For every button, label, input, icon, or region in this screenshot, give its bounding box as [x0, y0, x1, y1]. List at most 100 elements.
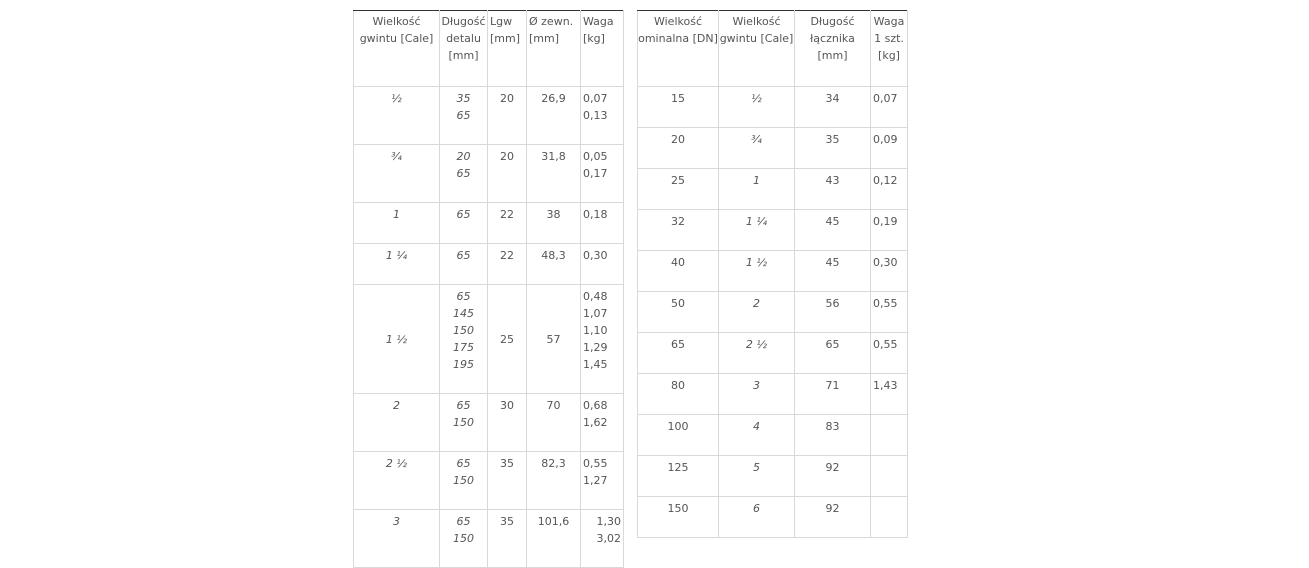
cell-detail-length: 65	[439, 243, 488, 285]
cell-outer-diameter: 48,3	[526, 243, 581, 285]
table-row: 150 6 92	[637, 496, 908, 538]
cell-connector-length: 45	[794, 250, 871, 292]
cell-connector-length: 92	[794, 496, 871, 538]
col-header-thread-size: Wielkość gwintu [Cale]	[718, 10, 795, 87]
table-header-row: Wielkość ominalna [DN] Wielkość gwintu […	[637, 10, 908, 87]
cell-lgw: 30	[487, 393, 527, 452]
weight-value: 0,18	[583, 208, 608, 221]
cell-nominal-size: 150	[637, 496, 719, 538]
cell-detail-length: 65 145 150 175 195	[439, 284, 488, 394]
cell-thread-size: ½	[718, 86, 795, 128]
cell-unit-weight	[870, 496, 908, 538]
cell-thread-size: 2 ½	[718, 332, 795, 374]
length-value: 65	[456, 208, 471, 221]
table-row: 100 4 83	[637, 414, 908, 456]
col-header-nominal-size: Wielkość ominalna [DN]	[637, 10, 719, 87]
cell-outer-diameter: 38	[526, 202, 581, 244]
cell-connector-length: 92	[794, 455, 871, 497]
cell-connector-length: 35	[794, 127, 871, 169]
cell-outer-diameter: 31,8	[526, 144, 581, 203]
length-value: 195	[453, 358, 474, 371]
cell-nominal-size: 80	[637, 373, 719, 415]
cell-outer-diameter: 82,3	[526, 451, 581, 510]
cell-nominal-size: 125	[637, 455, 719, 497]
weight-value: 0,07	[583, 92, 608, 105]
cell-thread-size: ½	[353, 86, 440, 145]
length-value: 65	[456, 290, 471, 303]
col-header-connector-length: Długość łącznika [mm]	[794, 10, 871, 87]
cell-thread-size: 1	[718, 168, 795, 210]
cell-weight: 0,68 1,62	[580, 393, 624, 452]
col-header-unit-weight: Waga 1 szt. [kg]	[870, 10, 908, 87]
cell-outer-diameter: 26,9	[526, 86, 581, 145]
cell-weight: 0,07 0,13	[580, 86, 624, 145]
length-value: 65	[456, 249, 471, 262]
length-value: 150	[453, 532, 474, 545]
col-header-lgw: Lgw [mm]	[487, 10, 527, 87]
cell-nominal-size: 20	[637, 127, 719, 169]
cell-lgw: 25	[487, 284, 527, 394]
cell-thread-size: 2	[353, 393, 440, 452]
fitting-dimensions-table: Wielkość gwintu [Cale] Długość detalu [m…	[353, 10, 624, 568]
table-row: ½ 35 65 20 26,9 0,07 0,13	[353, 86, 624, 145]
cell-unit-weight: 1,43	[870, 373, 908, 415]
length-value: 150	[453, 416, 474, 429]
cell-detail-length: 65 150	[439, 393, 488, 452]
table-row: 1 ¼ 65 22 48,3 0,30	[353, 243, 624, 285]
cell-connector-length: 71	[794, 373, 871, 415]
cell-unit-weight: 0,12	[870, 168, 908, 210]
cell-thread-size: 2	[718, 291, 795, 333]
weight-value: 1,30	[596, 515, 622, 528]
cell-thread-size: 1 ½	[718, 250, 795, 292]
cell-lgw: 35	[487, 451, 527, 510]
cell-lgw: 22	[487, 202, 527, 244]
length-value: 65	[456, 457, 471, 470]
cell-unit-weight: 0,07	[870, 86, 908, 128]
cell-weight: 0,18	[580, 202, 624, 244]
weight-value: 1,07	[583, 307, 608, 320]
cell-weight: 0,55 1,27	[580, 451, 624, 510]
table-row: 20 ¾ 35 0,09	[637, 127, 908, 169]
cell-detail-length: 20 65	[439, 144, 488, 203]
cell-thread-size: 4	[718, 414, 795, 456]
col-header-thread-size: Wielkość gwintu [Cale]	[353, 10, 440, 87]
cell-unit-weight: 0,30	[870, 250, 908, 292]
weight-value: 1,29	[583, 341, 608, 354]
cell-thread-size: 6	[718, 496, 795, 538]
length-value: 150	[453, 324, 474, 337]
cell-nominal-size: 65	[637, 332, 719, 374]
weight-value: 0,48	[583, 290, 608, 303]
cell-outer-diameter: 70	[526, 393, 581, 452]
weight-value: 1,45	[583, 358, 608, 371]
cell-thread-size: 1 ¼	[353, 243, 440, 285]
cell-connector-length: 34	[794, 86, 871, 128]
table-row: 15 ½ 34 0,07	[637, 86, 908, 128]
cell-detail-length: 35 65	[439, 86, 488, 145]
cell-thread-size: 3	[718, 373, 795, 415]
cell-lgw: 22	[487, 243, 527, 285]
table-header-row: Wielkość gwintu [Cale] Długość detalu [m…	[353, 10, 624, 87]
length-value: 145	[453, 307, 474, 320]
table-row: 2 65 150 30 70 0,68 1,62	[353, 393, 624, 452]
cell-connector-length: 56	[794, 291, 871, 333]
table-row: 32 1 ¼ 45 0,19	[637, 209, 908, 251]
cell-thread-size: 1 ¼	[718, 209, 795, 251]
weight-value: 0,05	[583, 150, 608, 163]
cell-detail-length: 65 150	[439, 451, 488, 510]
table-row: 3 65 150 35 101,6 1,30 3,02	[353, 509, 624, 568]
cell-outer-diameter: 57	[526, 284, 581, 394]
col-header-weight: Waga [kg]	[580, 10, 624, 87]
table-row: 65 2 ½ 65 0,55	[637, 332, 908, 374]
weight-value: 0,30	[583, 249, 608, 262]
cell-unit-weight: 0,55	[870, 291, 908, 333]
cell-thread-size: 1 ½	[353, 284, 440, 394]
table-row: 50 2 56 0,55	[637, 291, 908, 333]
cell-thread-size: 5	[718, 455, 795, 497]
length-value: 175	[453, 341, 474, 354]
cell-thread-size: 2 ½	[353, 451, 440, 510]
cell-nominal-size: 40	[637, 250, 719, 292]
cell-lgw: 20	[487, 86, 527, 145]
weight-value: 1,10	[583, 324, 608, 337]
weight-value: 0,17	[583, 167, 608, 180]
col-header-outer-diameter: Ø zewn. [mm]	[526, 10, 581, 87]
